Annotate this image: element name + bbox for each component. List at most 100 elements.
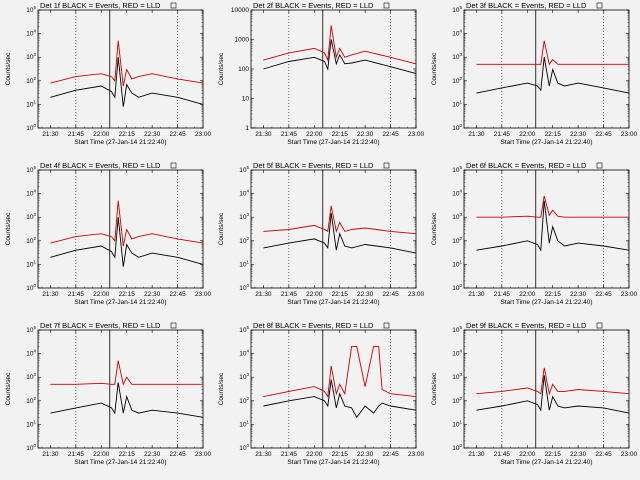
x-tick-label: 21:45 — [494, 291, 511, 298]
y-tick-label: 102 — [452, 396, 462, 405]
x-tick-label: 22:00 — [93, 131, 110, 138]
y-tick-exponent: 4 — [33, 349, 36, 354]
plot-frame — [37, 9, 204, 129]
y-tick-label: 104 — [452, 189, 462, 198]
y-tick-exponent: 1 — [33, 419, 36, 424]
x-axis-label: Start Time (27-Jan-14 21:22:40) — [74, 139, 166, 146]
y-tick-label: 104 — [239, 189, 249, 198]
detector-panel: Det 8f BLACK = Events, RED = LLD 100 101 10… — [213, 320, 426, 480]
y-tick-exponent: 1 — [459, 99, 462, 104]
y-tick-label: 105 — [26, 165, 36, 174]
x-tick-label: 22:45 — [595, 291, 612, 298]
lld-series-line — [476, 367, 630, 396]
x-tick-label: 23:00 — [408, 291, 425, 298]
lld-series-line — [263, 346, 417, 398]
y-tick-label: 101 — [26, 99, 36, 108]
chart-title: Det 6f BLACK = Events, RED = LLD — [466, 161, 587, 170]
y-tick-label: 105 — [239, 325, 249, 334]
y-tick-exponent: 3 — [459, 372, 462, 377]
x-tick-label: 23:00 — [621, 131, 638, 138]
y-tick-label: 102 — [26, 236, 36, 245]
y-tick-exponent: 3 — [33, 212, 36, 217]
y-tick-label: 1000 — [235, 37, 250, 44]
x-tick-label: 22:30 — [570, 131, 587, 138]
y-tick-label: 102 — [452, 76, 462, 85]
y-tick-exponent: 4 — [246, 189, 249, 194]
x-tick-label: 21:30 — [255, 291, 272, 298]
y-tick-label: 102 — [26, 76, 36, 85]
chart-svg: Det 6f BLACK = Events, RED = LLD10010110… — [431, 161, 638, 306]
x-tick-label: 21:30 — [255, 451, 272, 458]
x-tick-label: 22:45 — [169, 131, 186, 138]
x-tick-label: 22:30 — [357, 131, 374, 138]
x-axis-label: Start Time (27-Jan-14 21:22:40) — [287, 139, 379, 146]
y-tick-label: 104 — [239, 349, 249, 358]
y-tick-label: 103 — [452, 372, 462, 381]
x-tick-label: 22:15 — [332, 291, 349, 298]
y-axis-label: Counts/sec — [5, 52, 12, 85]
x-tick-label: 23:00 — [195, 451, 212, 458]
y-tick-label: 10000 — [231, 7, 249, 14]
plot-frame — [463, 9, 630, 129]
x-tick-label: 22:00 — [93, 291, 110, 298]
y-axis-label: Counts/sec — [218, 52, 225, 85]
y-tick-label: 105 — [452, 165, 462, 174]
y-axis-label: Counts/sec — [431, 212, 438, 245]
x-tick-label: 22:45 — [595, 131, 612, 138]
chart-svg: Det 7f BLACK = Events, RED = LLD10010110… — [5, 321, 212, 466]
chart-svg: Det 2f BLACK = Events, RED = LLD 1 10 100 10… — [218, 1, 425, 146]
x-tick-label: 22:45 — [169, 291, 186, 298]
chart-title: Det 7f BLACK = Events, RED = LLD — [40, 321, 161, 330]
x-tick-label: 22:00 — [306, 451, 323, 458]
y-tick-label: 105 — [452, 5, 462, 14]
x-tick-label: 22:45 — [382, 131, 399, 138]
y-tick-label: 100 — [239, 443, 249, 452]
events-series-line — [50, 382, 204, 418]
chart-title: Det 4f BLACK = Events, RED = LLD — [40, 161, 161, 170]
y-axis-label: Counts/sec — [431, 372, 438, 405]
y-tick-exponent: 2 — [459, 76, 462, 81]
x-tick-label: 22:15 — [545, 291, 562, 298]
x-axis-label: Start Time (27-Jan-14 21:22:40) — [287, 459, 379, 466]
lld-series-line — [263, 25, 417, 65]
y-tick-label: 101 — [239, 259, 249, 268]
plot-frame — [37, 329, 204, 449]
y-tick-exponent: 5 — [459, 165, 462, 170]
y-tick-exponent: 2 — [246, 396, 249, 401]
x-tick-label: 22:15 — [332, 451, 349, 458]
y-tick-label: 101 — [452, 259, 462, 268]
x-tick-label: 22:30 — [144, 451, 161, 458]
y-tick-exponent: 2 — [33, 236, 36, 241]
legend-box — [383, 322, 390, 329]
plot-frame — [463, 329, 630, 449]
x-tick-label: 23:00 — [408, 131, 425, 138]
detector-panel: Det 5f BLACK = Events, RED = LLD 100 101 10… — [213, 160, 426, 320]
x-tick-label: 23:00 — [621, 291, 638, 298]
y-axis-label: Counts/sec — [431, 52, 438, 85]
chart-svg: Det 1f BLACK = Events, RED = LLD10010110… — [5, 1, 212, 146]
y-tick-exponent: 5 — [33, 165, 36, 170]
y-tick-exponent: 1 — [33, 259, 36, 264]
lld-series-line — [263, 205, 417, 235]
x-tick-label: 21:30 — [468, 291, 485, 298]
y-tick-label: 100 — [239, 283, 249, 292]
y-tick-exponent: 0 — [459, 443, 462, 448]
y-tick-exponent: 0 — [33, 283, 36, 288]
plot-frame — [463, 169, 630, 289]
x-tick-label: 22:00 — [519, 291, 536, 298]
y-tick-label: 103 — [452, 52, 462, 61]
x-tick-label: 22:15 — [332, 131, 349, 138]
y-tick-label: 101 — [26, 259, 36, 268]
legend-box — [170, 2, 177, 9]
y-tick-exponent: 4 — [246, 349, 249, 354]
y-tick-label: 103 — [239, 372, 249, 381]
x-tick-label: 22:00 — [306, 291, 323, 298]
x-tick-label: 21:30 — [255, 131, 272, 138]
x-tick-label: 21:45 — [68, 451, 85, 458]
y-tick-label: 102 — [452, 236, 462, 245]
legend-box — [383, 2, 390, 9]
x-tick-label: 21:45 — [281, 131, 298, 138]
y-tick-label: 100 — [452, 443, 462, 452]
y-tick-exponent: 5 — [246, 325, 249, 330]
y-axis-label: Counts/sec — [5, 212, 12, 245]
